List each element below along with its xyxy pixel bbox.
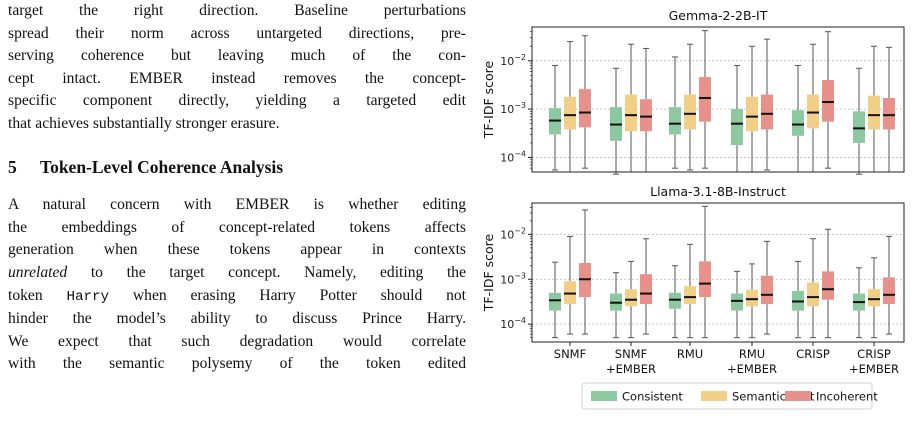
box-incoherent bbox=[761, 94, 773, 130]
box-consistent bbox=[853, 111, 865, 143]
box-semantic-shift bbox=[625, 94, 637, 132]
text-line: A natural concern with EMBER is whether … bbox=[8, 196, 466, 214]
text-line: cept intact. EMBER instead removes the c… bbox=[8, 69, 466, 87]
box-consistent bbox=[669, 292, 681, 309]
text-line: unrelated to the target concept. Namely,… bbox=[8, 262, 466, 285]
y-tick-label: 10−4 bbox=[500, 316, 526, 331]
section-heading: 5 Token-Level Coherence Analysis bbox=[8, 156, 466, 179]
box-semantic-shift bbox=[807, 282, 819, 307]
y-tick-label: 10−2 bbox=[500, 226, 526, 241]
chart-panel: 10−4 10−3 10−2 Llama-3.1-8B-Instruct TF-IDF … bbox=[481, 184, 905, 343]
text-fragment: when erasing Harry Potter should not bbox=[109, 286, 466, 304]
token-code: Harry bbox=[66, 288, 110, 305]
text-fragment: token bbox=[8, 286, 67, 304]
panel-title: Llama-3.1-8B-Instruct bbox=[650, 184, 786, 199]
text-line: target the right direction. Baseline per… bbox=[8, 2, 466, 19]
y-tick-label: 10−2 bbox=[500, 53, 526, 68]
paragraph-intro: target the right direction. Baseline per… bbox=[8, 0, 466, 136]
legend: Consistent Semantic shift Incoherent bbox=[581, 382, 878, 410]
x-tick-label: RMU bbox=[677, 347, 703, 361]
box-consistent bbox=[549, 292, 561, 311]
box-incoherent bbox=[822, 80, 834, 122]
y-tick-label: 10−3 bbox=[500, 101, 526, 116]
text-line: We expect that such degradation would co… bbox=[8, 332, 466, 350]
box-incoherent bbox=[579, 89, 591, 128]
panel-title: Gemma-2-2B-IT bbox=[669, 8, 768, 23]
box-incoherent bbox=[883, 277, 895, 305]
text-line: hinder the model’s ability to discuss Pr… bbox=[8, 310, 466, 328]
paper-text-column: target the right direction. Baseline per… bbox=[8, 0, 466, 376]
x-tick-label: SNMF bbox=[615, 347, 647, 361]
box-semantic-shift bbox=[868, 289, 880, 307]
box-semantic-shift bbox=[746, 96, 758, 132]
box-consistent bbox=[792, 110, 804, 136]
paragraph-coherence: A natural concern with EMBER is whether … bbox=[8, 194, 466, 376]
box-semantic-shift bbox=[746, 289, 758, 307]
chart-panel: 10−4 10−3 10−2 Gemma-2-2B-IT TF-IDF score bbox=[481, 8, 905, 175]
box-semantic-shift bbox=[868, 95, 880, 130]
box-incoherent bbox=[640, 274, 652, 305]
y-tick-label: 10−4 bbox=[500, 149, 526, 164]
text-line: with the semantic polysemy of the token … bbox=[8, 355, 466, 373]
x-tick-label: CRISP bbox=[796, 347, 830, 361]
box-semantic-shift bbox=[684, 94, 696, 130]
box-semantic-shift bbox=[684, 286, 696, 305]
y-axis-label: TF-IDF score bbox=[481, 233, 496, 312]
y-tick-label: 10−3 bbox=[500, 271, 526, 286]
y-tick-exponent: −3 bbox=[514, 101, 526, 110]
box-incoherent bbox=[699, 261, 711, 298]
x-tick-label: +EMBER bbox=[727, 362, 777, 376]
section-number: 5 bbox=[8, 156, 17, 177]
x-tick-label: +EMBER bbox=[606, 362, 656, 376]
text-fragment: to the target concept. Namely, editing t… bbox=[67, 263, 466, 281]
text-line: generation when these tokens appear in c… bbox=[8, 241, 466, 259]
x-tick-label: SNMF bbox=[554, 347, 586, 361]
text-line: that achieves substantially stronger era… bbox=[8, 114, 280, 132]
box-consistent bbox=[731, 109, 743, 146]
x-tick-label: CRISP bbox=[857, 347, 891, 361]
text-line: specific component directly, yielding a … bbox=[8, 92, 466, 110]
box-incoherent bbox=[699, 77, 711, 122]
legend-swatch bbox=[591, 391, 617, 401]
text-line: the embeddings of concept-related tokens… bbox=[8, 218, 466, 236]
y-tick-exponent: −2 bbox=[514, 53, 526, 62]
box-semantic-shift bbox=[564, 96, 576, 130]
box-incoherent bbox=[761, 275, 773, 305]
box-incoherent bbox=[883, 97, 895, 130]
x-tick-label: RMU bbox=[739, 347, 765, 361]
axes-frame bbox=[531, 202, 905, 343]
y-tick-exponent: −4 bbox=[514, 149, 526, 158]
y-axis-label: TF-IDF score bbox=[481, 60, 496, 139]
text-line: spread their norm across untargeted dire… bbox=[8, 24, 466, 42]
emphasis-unrelated: unrelated bbox=[8, 263, 68, 281]
box-consistent bbox=[731, 293, 743, 311]
legend-label: Consistent bbox=[622, 390, 683, 404]
legend-label: Incoherent bbox=[816, 390, 878, 404]
text-line: serving coherence but leaving much of th… bbox=[8, 47, 466, 65]
y-tick-exponent: −2 bbox=[514, 226, 526, 235]
box-incoherent bbox=[822, 271, 834, 300]
y-tick-exponent: −3 bbox=[514, 271, 526, 280]
box-incoherent bbox=[640, 99, 652, 132]
y-tick-exponent: −4 bbox=[514, 316, 526, 325]
axes-frame bbox=[531, 26, 905, 173]
legend-swatch bbox=[701, 391, 727, 401]
box-semantic-shift bbox=[625, 289, 637, 307]
text-line: token Harry when erasing Harry Potter sh… bbox=[8, 285, 466, 309]
x-tick-label: +EMBER bbox=[849, 362, 899, 376]
box-consistent bbox=[669, 107, 681, 135]
legend-swatch bbox=[785, 391, 811, 401]
box-semantic-shift bbox=[807, 94, 819, 129]
section-title: Token-Level Coherence Analysis bbox=[40, 156, 284, 177]
